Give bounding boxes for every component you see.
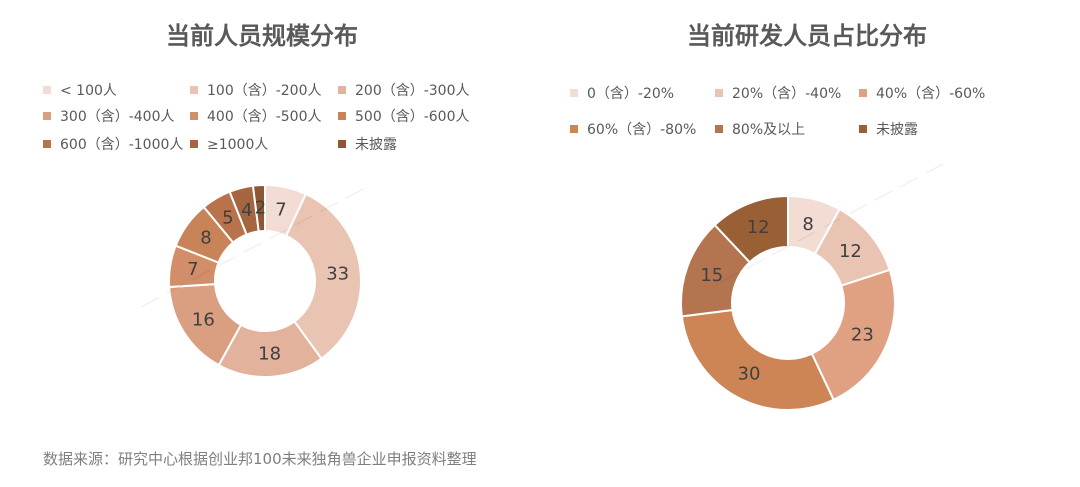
slice-value-label: 23: [851, 325, 874, 346]
legend-item: 40%（含）-60%: [859, 83, 985, 103]
donut-slice: [713, 194, 789, 264]
legend-swatch: [570, 125, 578, 133]
donut-slice: [810, 268, 896, 402]
legend-swatch: [715, 89, 723, 97]
legend-item: 200（含）-300人: [338, 80, 470, 100]
slice-value-label: 15: [700, 265, 723, 286]
legend-swatch: [338, 140, 346, 148]
slice-value-label: 18: [258, 343, 281, 364]
donut-slice: [251, 183, 266, 233]
legend-label: 未披露: [876, 122, 918, 138]
legend-item: 80%及以上: [715, 119, 805, 139]
legend-item: 600（含）-1000人: [43, 134, 183, 154]
slice-value-label: 5: [222, 208, 233, 229]
slice-value-label: 8: [802, 214, 813, 235]
legend-item: 100（含）-200人: [190, 80, 322, 100]
chart-title-headcount: 当前人员规模分布: [166, 22, 358, 50]
legend-label: 未披露: [355, 137, 397, 153]
slice-value-label: 7: [275, 199, 286, 220]
slice-value-label: 2: [255, 198, 266, 219]
legend-label: 400（含）-500人: [207, 109, 322, 125]
slice-value-label: 12: [747, 217, 770, 238]
legend-item: 未披露: [859, 119, 918, 139]
legend-item: 0（含）-20%: [570, 83, 674, 103]
legend-swatch: [43, 112, 51, 120]
donut-slice: [284, 192, 362, 361]
legend-swatch: [190, 140, 198, 148]
legend-label: 0（含）-20%: [587, 86, 675, 102]
legend-swatch: [570, 89, 578, 97]
legend-swatch: [43, 86, 51, 94]
legend-item: < 100人: [43, 80, 117, 100]
legend-label: 600（含）-1000人: [60, 137, 184, 153]
slice-value-label: 30: [738, 363, 761, 384]
legend-label: 40%（含）-60%: [876, 86, 986, 102]
legend-swatch: [338, 112, 346, 120]
legend-swatch: [190, 86, 198, 94]
chart-title-rd-ratio: 当前研发人员占比分布: [687, 22, 927, 50]
slice-value-label: 4: [241, 200, 252, 221]
legend-label: < 100人: [60, 83, 117, 99]
legend-item: 60%（含）-80%: [570, 119, 696, 139]
legend-item: 400（含）-500人: [190, 106, 322, 126]
legend-swatch: [43, 140, 51, 148]
legend-item: 未披露: [338, 134, 397, 154]
legend-swatch: [190, 112, 198, 120]
slice-value-label: 7: [187, 259, 198, 280]
legend-item: ≥1000人: [190, 134, 268, 154]
slice-value-label: 33: [326, 264, 349, 285]
legend-label: 500（含）-600人: [355, 109, 470, 125]
legend-label: 80%及以上: [732, 122, 806, 138]
legend-swatch: [338, 86, 346, 94]
slice-value-label: 12: [839, 241, 862, 262]
legend-swatch: [859, 125, 867, 133]
legend-label: 100（含）-200人: [207, 83, 322, 99]
legend-label: ≥1000人: [207, 137, 269, 153]
legend-swatch: [715, 125, 723, 133]
legend-label: 200（含）-300人: [355, 83, 470, 99]
legend-swatch: [859, 89, 867, 97]
legend-item: 500（含）-600人: [338, 106, 470, 126]
legend-label: 20%（含）-40%: [732, 86, 842, 102]
legend-label: 300（含）-400人: [60, 109, 175, 125]
legend-label: 60%（含）-80%: [587, 122, 697, 138]
source-note: 数据来源：研究中心根据创业邦100未来独角兽企业申报资料整理: [43, 450, 477, 468]
slice-value-label: 8: [200, 228, 211, 249]
legend-item: 20%（含）-40%: [715, 83, 841, 103]
slice-value-label: 16: [192, 310, 215, 331]
donut-slice: [680, 308, 835, 411]
legend-item: 300（含）-400人: [43, 106, 175, 126]
